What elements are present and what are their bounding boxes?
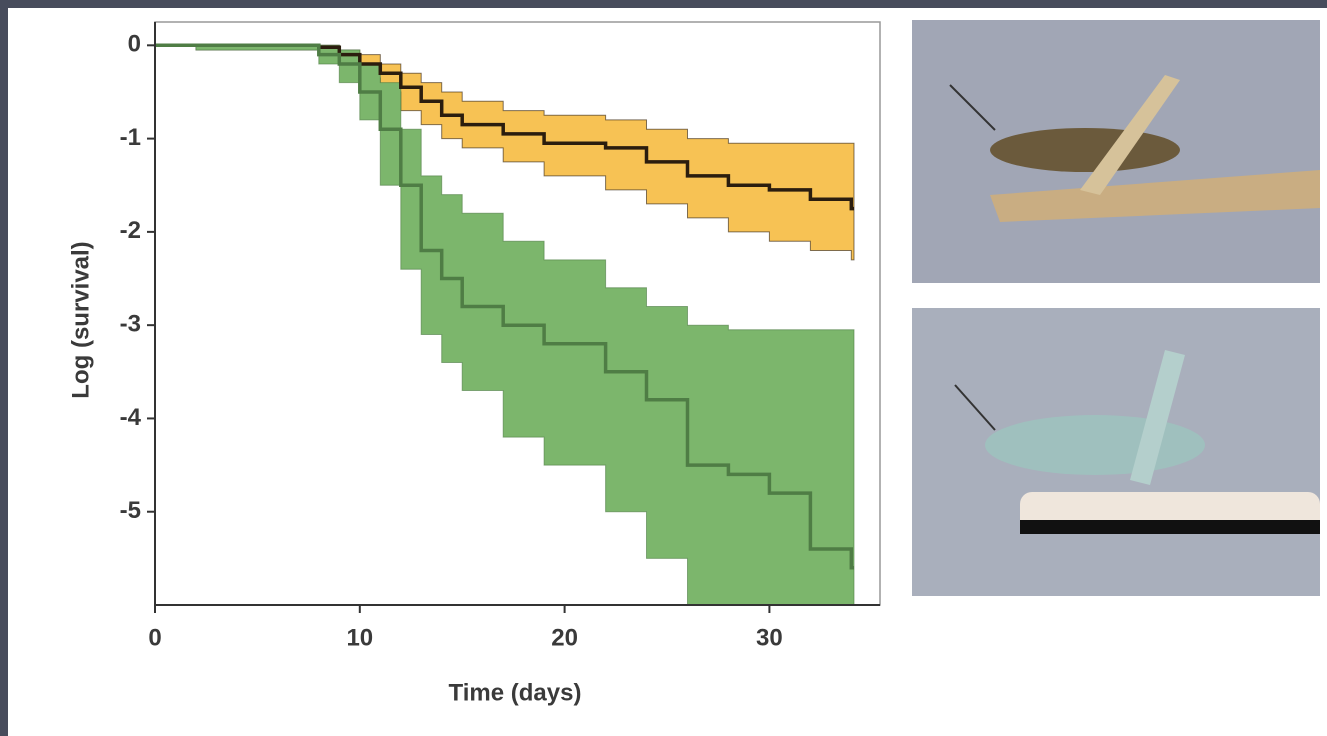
- y-tick-label: 0: [128, 31, 141, 58]
- x-tick-label: 0: [148, 624, 161, 651]
- x-axis-label: Time (days): [449, 679, 582, 706]
- y-tick-label: -4: [120, 404, 142, 431]
- photo-bottom: [912, 308, 1320, 596]
- y-tick-label: -2: [120, 217, 141, 244]
- y-axis-label: Log (survival): [67, 241, 94, 398]
- x-tick-label: 20: [551, 624, 578, 651]
- x-tick-label: 10: [346, 624, 373, 651]
- y-tick-label: -5: [120, 497, 141, 524]
- survival-line: [155, 43, 854, 211]
- y-tick-label: -1: [120, 124, 141, 151]
- x-tick-label: 30: [756, 624, 783, 651]
- survival-line: [155, 43, 854, 570]
- y-tick-label: -3: [120, 311, 141, 338]
- photo-top: [912, 20, 1320, 283]
